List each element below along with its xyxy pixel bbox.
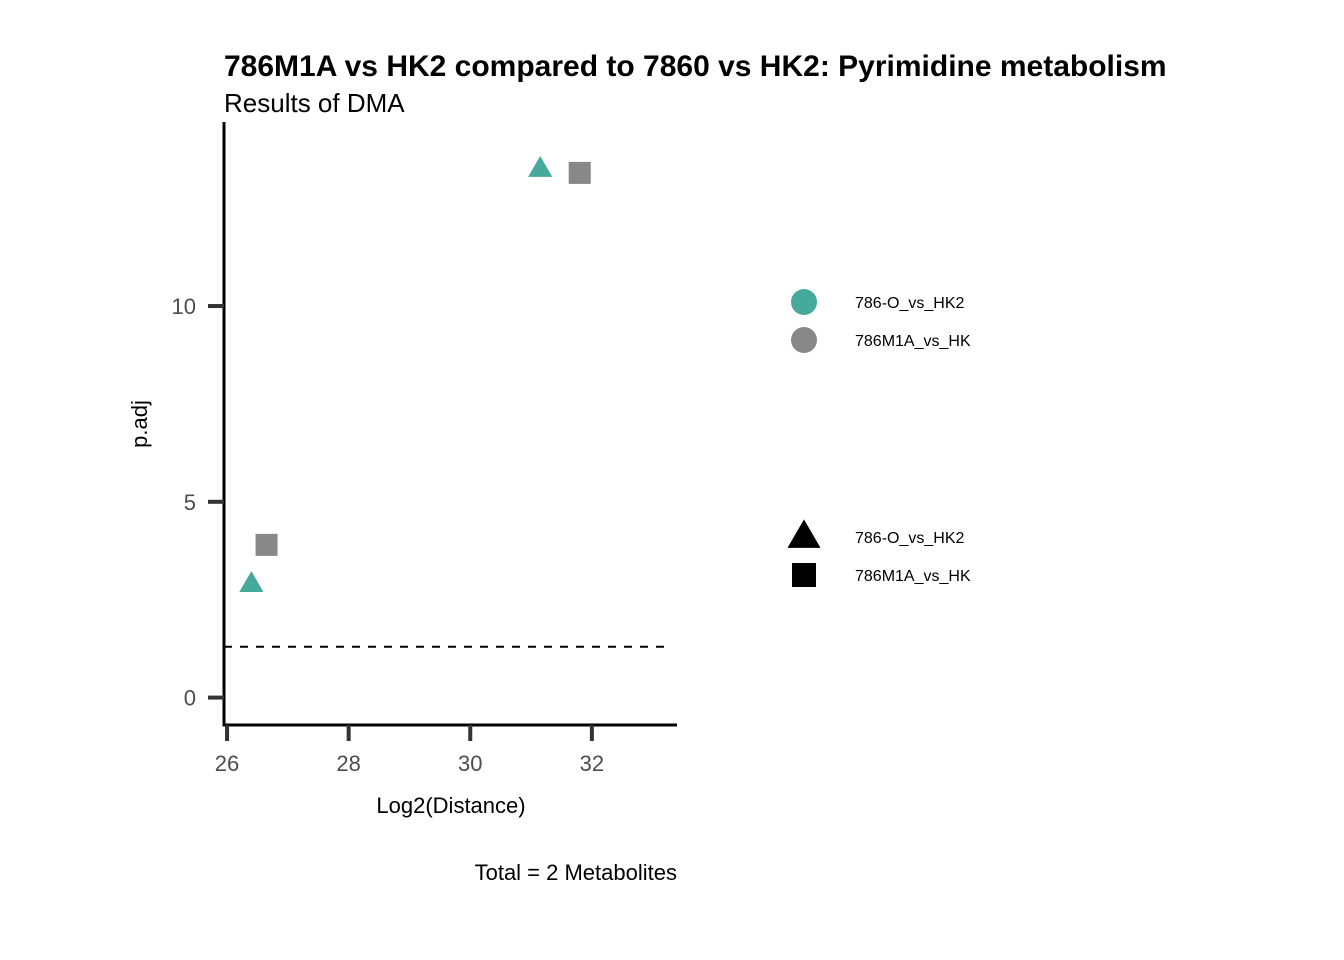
legend-shape-key — [792, 563, 816, 587]
x-axis: 26 28 30 32 — [215, 723, 677, 776]
legend-label: 786-O_vs_HK2 — [855, 295, 964, 312]
legend-color-key — [791, 327, 817, 353]
legend-label: 786-O_vs_HK2 — [855, 530, 964, 547]
legend-label: 786M1A_vs_HK — [855, 568, 971, 585]
plot-area — [224, 156, 670, 648]
x-tick-label: 28 — [336, 751, 360, 776]
legend-color-key — [791, 289, 817, 315]
x-tick-label: 26 — [215, 751, 239, 776]
chart-caption: Total = 2 Metabolites — [475, 860, 677, 885]
chart-subtitle: Results of DMA — [224, 88, 405, 118]
y-tick-label: 10 — [172, 294, 196, 319]
data-point — [239, 571, 264, 592]
y-axis-title: p.adj — [127, 400, 152, 448]
legend-shape-key — [787, 519, 821, 548]
chart-title: 786M1A vs HK2 compared to 7860 vs HK2: P… — [224, 50, 1167, 83]
y-tick-label: 0 — [184, 686, 196, 711]
legend-label: 786M1A_vs_HK — [855, 333, 971, 350]
data-point — [528, 156, 553, 177]
data-point — [568, 161, 591, 184]
data-point — [255, 533, 278, 556]
y-axis: 0 5 10 — [172, 122, 226, 727]
x-tick-label: 30 — [458, 751, 482, 776]
x-tick-label: 32 — [580, 751, 604, 776]
legend: 786-O_vs_HK2 786M1A_vs_HK 786-O_vs_HK2 786M… — [787, 289, 971, 587]
x-axis-title: Log2(Distance) — [376, 793, 525, 818]
y-tick-label: 5 — [184, 490, 196, 515]
